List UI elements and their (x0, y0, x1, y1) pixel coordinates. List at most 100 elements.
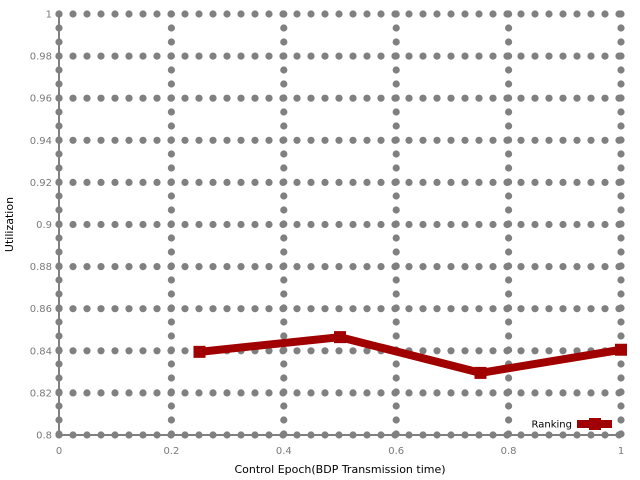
grid-dot (447, 10, 455, 18)
grid-dot (195, 263, 203, 271)
grid-dot (195, 94, 203, 102)
grid-dot (223, 178, 231, 186)
grid-dot (489, 305, 497, 313)
grid-dot (307, 94, 315, 102)
grid-dot (55, 10, 63, 18)
grid-dot (167, 332, 175, 340)
grid-dot (489, 52, 497, 60)
grid-dot (69, 94, 77, 102)
grid-dot (531, 305, 539, 313)
grid-dot (531, 347, 539, 355)
x-tick-label: 0 (56, 446, 62, 457)
grid-dot (167, 192, 175, 200)
grid-dot (447, 178, 455, 186)
grid-dot (111, 305, 119, 313)
series-line (199, 333, 622, 377)
grid-dot (617, 150, 625, 158)
grid-dot (111, 94, 119, 102)
grid-dot (531, 94, 539, 102)
grid-dot (475, 263, 483, 271)
grid-dot (559, 136, 567, 144)
grid-dot (573, 389, 581, 397)
y-tick-label: 0.92 (30, 178, 52, 189)
grid-dot (419, 347, 427, 355)
grid-dot (195, 389, 203, 397)
grid-dot (265, 136, 273, 144)
grid-dot (559, 52, 567, 60)
x-tick-label: 0.4 (276, 446, 292, 457)
grid-dot (167, 318, 175, 326)
grid-dot (545, 136, 553, 144)
grid-dot (167, 150, 175, 158)
grid-dot (505, 304, 513, 312)
grid-dot (167, 66, 175, 74)
grid-dot (392, 360, 400, 368)
grid-dot (601, 220, 609, 229)
grid-dot (617, 108, 625, 116)
grid-dot (349, 263, 357, 271)
grid-dot (559, 94, 567, 102)
grid-dot (237, 52, 245, 60)
grid-dot (419, 178, 427, 186)
grid-dot (505, 66, 513, 74)
x-axis-title: Control Epoch(BDP Transmission time) (234, 463, 445, 476)
grid-dot (321, 220, 329, 229)
grid-dot (97, 178, 105, 186)
grid-line-horizontal (55, 263, 623, 271)
grid-dot (209, 178, 217, 186)
grid-dot (97, 136, 105, 144)
grid-dot (405, 10, 413, 18)
grid-dot (505, 388, 513, 396)
grid-dot (517, 305, 525, 313)
grid-dot (153, 178, 161, 186)
grid-dot (237, 389, 245, 397)
grid-dot (601, 178, 609, 186)
x-tick-label: 1 (618, 446, 624, 457)
grid-dot (405, 305, 413, 313)
grid-dot (307, 389, 315, 397)
grid-dot (617, 304, 625, 312)
grid-line-horizontal (55, 220, 623, 229)
grid-dot (392, 80, 400, 88)
grid-dot (111, 178, 119, 186)
grid-line-horizontal (55, 136, 623, 144)
grid-dot (573, 178, 581, 186)
series-layer (193, 331, 627, 379)
grid-dot (531, 10, 539, 18)
grid-dot (280, 374, 288, 382)
grid-dot (392, 66, 400, 74)
grid-dot (559, 178, 567, 186)
grid-dot (475, 389, 483, 397)
grid (55, 10, 625, 439)
grid-dot (447, 347, 455, 355)
grid-dot (195, 305, 203, 313)
grid-dot (69, 389, 77, 397)
grid-dot (433, 347, 441, 355)
grid-dot (505, 122, 513, 130)
grid-dot (517, 220, 525, 229)
grid-dot (195, 178, 203, 186)
grid-dot (209, 389, 217, 397)
grid-dot (461, 389, 469, 397)
grid-dot (280, 10, 288, 18)
grid-dot (223, 136, 231, 144)
grid-dot (392, 108, 400, 116)
grid-dot (531, 263, 539, 271)
grid-dot (433, 389, 441, 397)
grid-dot (505, 24, 513, 32)
grid-dot (377, 263, 385, 271)
grid-dot (349, 136, 357, 144)
grid-dot (531, 136, 539, 144)
grid-dot (573, 263, 581, 271)
grid-dot (601, 10, 609, 18)
grid-dot (392, 24, 400, 32)
grid-dot (209, 220, 217, 229)
grid-dot (505, 374, 513, 382)
grid-dot (181, 389, 189, 397)
grid-line-vertical (617, 10, 625, 438)
grid-dot (335, 347, 343, 355)
grid-dot (489, 94, 497, 102)
grid-dot (167, 276, 175, 284)
series-0 (193, 331, 627, 379)
grid-dot (321, 52, 329, 60)
